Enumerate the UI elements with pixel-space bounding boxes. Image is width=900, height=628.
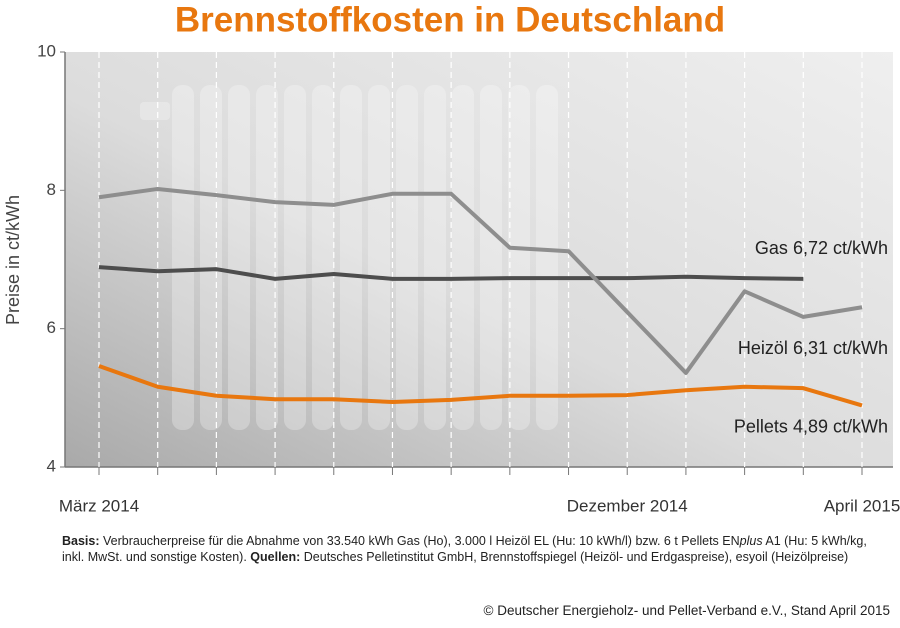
- copyright: © Deutscher Energieholz- und Pellet-Verb…: [483, 603, 890, 618]
- footnote-text: plus: [739, 534, 763, 548]
- footnote-text: Basis:: [62, 534, 100, 548]
- footnote-text: Deutsches Pelletinstitut GmbH, Brennstof…: [300, 550, 849, 564]
- value-label: 6,72 ct/kWh: [793, 238, 888, 258]
- value-label: 4,89 ct/kWh: [793, 416, 888, 436]
- x-tick-label: März 2014: [59, 496, 139, 515]
- series-end-label: Gas 6,72 ct/kWh: [755, 238, 888, 258]
- footnote-text: A1 (Hu: 5 kWh/kg, inkl. MwSt. und sonsti…: [62, 534, 867, 564]
- footnote: Basis: Verbraucherpreise für die Abnahme…: [62, 533, 892, 565]
- footnote-text: Quellen:: [250, 550, 301, 564]
- y-tick-label: 10: [37, 41, 56, 60]
- series-line: [98, 186, 863, 375]
- series-name: Gas: [755, 238, 788, 258]
- series-line: [98, 364, 863, 408]
- series-end-label: Heizöl 6,31 ct/kWh: [738, 338, 888, 358]
- y-tick-label: 4: [47, 456, 56, 475]
- x-tick-label: April 2015: [824, 496, 900, 515]
- series-line: [98, 265, 804, 281]
- radiator-decoration: [140, 85, 558, 430]
- footnote-text: Verbraucherpreise für die Abnahme von 33…: [99, 534, 740, 548]
- chart-title: Brennstoffkosten in Deutschland: [175, 0, 725, 39]
- series-end-label: Pellets 4,89 ct/kWh: [734, 416, 888, 436]
- x-tick-label: Dezember 2014: [567, 496, 688, 515]
- y-tick-label: 6: [47, 318, 56, 337]
- value-label: 6,31 ct/kWh: [793, 338, 888, 358]
- series-name: Pellets: [734, 416, 788, 436]
- series-name: Heizöl: [738, 338, 788, 358]
- y-axis-label: Preise in ct/kWh: [3, 195, 23, 325]
- y-tick-label: 8: [47, 180, 56, 199]
